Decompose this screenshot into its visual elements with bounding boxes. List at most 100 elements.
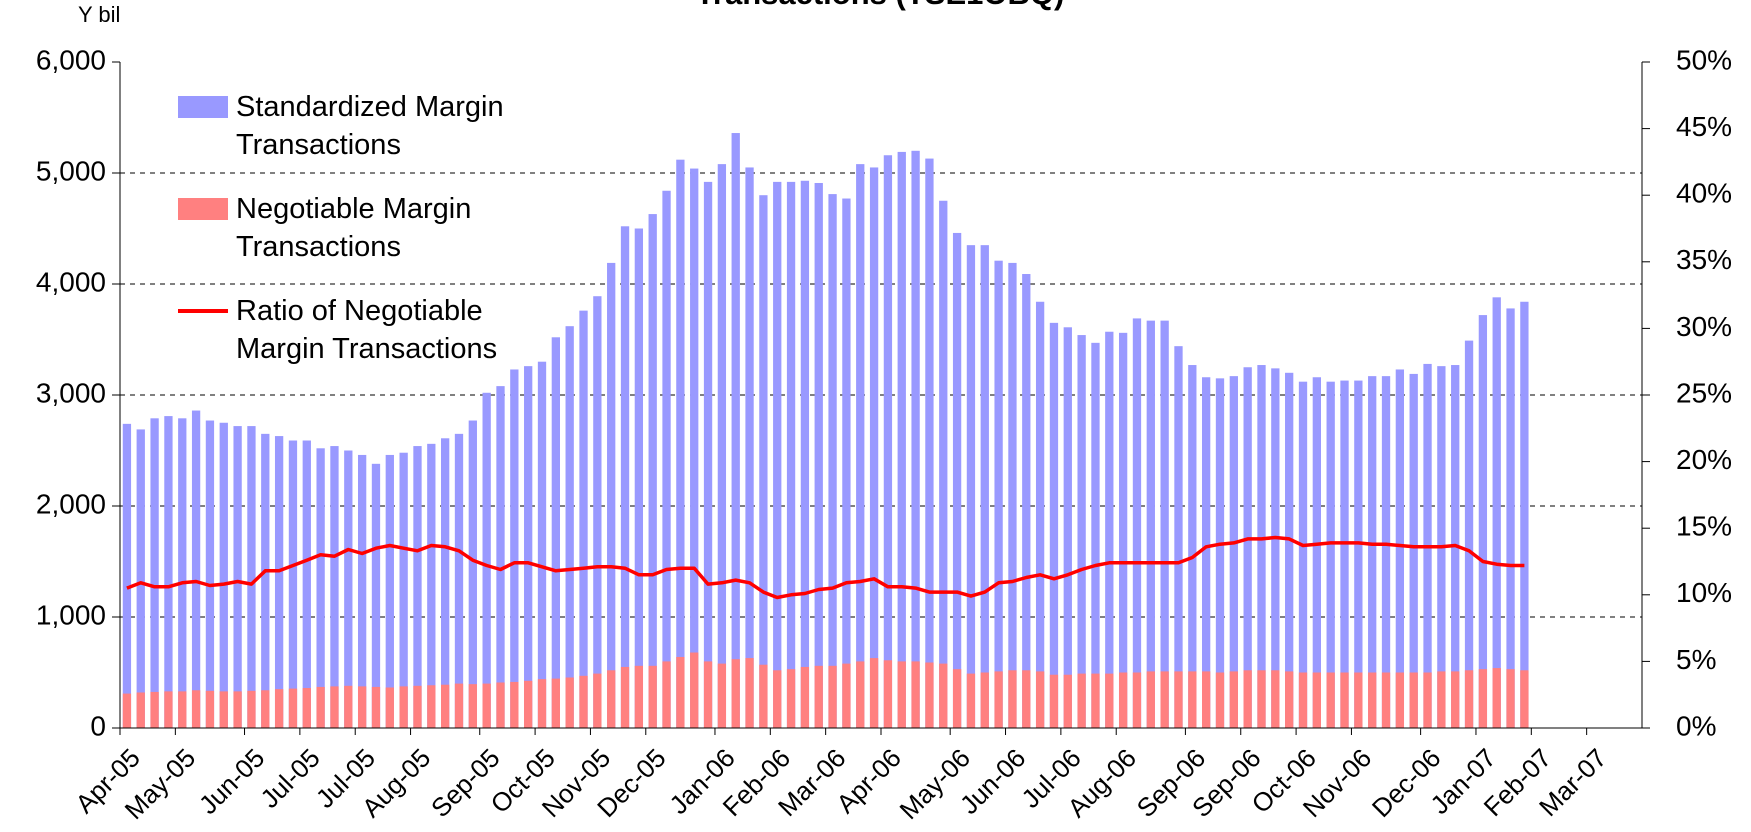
legend-label: Standardized Margin Transactions <box>236 91 504 161</box>
bar <box>1326 672 1335 728</box>
bar <box>302 440 311 728</box>
bar <box>385 454 394 728</box>
y-tick-label: 6,000 <box>36 44 106 75</box>
bar <box>1105 331 1114 728</box>
bar <box>357 686 367 728</box>
bar <box>219 422 228 728</box>
bar <box>925 662 934 728</box>
bar <box>178 418 187 728</box>
bar <box>1257 670 1266 728</box>
bar <box>1492 297 1501 728</box>
bar <box>814 182 823 729</box>
bar <box>537 361 547 728</box>
legend-item: Standardized Margin Transactions <box>178 88 548 164</box>
bar <box>1215 672 1225 728</box>
bar <box>1340 672 1349 728</box>
y2-tick-label: 30% <box>1676 311 1732 342</box>
bar <box>551 678 560 728</box>
bar <box>828 194 837 729</box>
bar <box>980 245 989 728</box>
bar <box>330 446 339 728</box>
bar <box>468 420 477 728</box>
legend-label: Negotiable Margin Transactions <box>236 193 472 263</box>
bar <box>994 671 1003 728</box>
bar <box>510 681 519 728</box>
bar <box>330 686 339 728</box>
bar <box>952 232 962 728</box>
bar <box>150 418 159 728</box>
bar <box>648 665 657 728</box>
x-tick-label: May-06 <box>893 743 976 826</box>
bar <box>191 410 201 728</box>
bar <box>856 164 865 728</box>
y2-tick-label: 40% <box>1676 178 1732 209</box>
bar <box>897 661 906 728</box>
bar <box>1464 340 1474 728</box>
bar <box>413 685 422 728</box>
y2-tick-label: 0% <box>1676 710 1716 741</box>
bar <box>288 440 298 728</box>
bar <box>662 661 671 728</box>
bar <box>150 691 159 728</box>
bar <box>828 665 837 728</box>
bar <box>1312 672 1321 728</box>
bar <box>1174 671 1183 728</box>
bar <box>1381 376 1391 728</box>
bar <box>786 669 796 728</box>
bar <box>1022 670 1031 728</box>
bar <box>1340 380 1349 728</box>
bar <box>1271 368 1280 728</box>
y2-tick-label: 20% <box>1676 444 1732 475</box>
bar <box>1118 672 1128 728</box>
bar <box>482 683 491 728</box>
bar <box>703 661 713 728</box>
ratio-line <box>126 535 1525 600</box>
bar <box>1368 672 1377 728</box>
bar <box>676 159 685 728</box>
bar <box>1285 372 1294 728</box>
y2-tick-label: 35% <box>1676 244 1732 275</box>
bar <box>454 433 464 728</box>
bar <box>1132 318 1142 728</box>
bar <box>869 658 879 728</box>
bar <box>939 200 948 728</box>
y2-tick-label: 5% <box>1676 644 1716 675</box>
bar <box>1118 332 1128 728</box>
bar <box>316 686 325 728</box>
bar <box>800 180 810 728</box>
bar <box>288 688 298 728</box>
bar <box>1091 673 1100 728</box>
y-tick-label: 4,000 <box>36 266 106 297</box>
bar <box>1312 377 1321 728</box>
bar <box>759 195 768 728</box>
bar <box>524 366 533 728</box>
bar <box>1202 377 1211 728</box>
bar <box>1437 671 1446 728</box>
bar <box>1146 671 1155 728</box>
bar <box>247 690 256 728</box>
bar <box>399 452 408 728</box>
bar <box>1008 262 1017 728</box>
bar <box>1188 671 1197 728</box>
x-tick-label: Jul-05 <box>254 743 325 814</box>
bar <box>690 168 699 728</box>
bar <box>136 692 145 728</box>
bar <box>1478 315 1488 728</box>
y2-tick-label: 15% <box>1676 511 1732 542</box>
y-axis-label: Y bil <box>78 2 120 27</box>
bar <box>690 652 699 728</box>
bar <box>274 689 284 728</box>
y-tick-label: 0 <box>90 710 106 741</box>
bar <box>620 226 630 728</box>
bar <box>745 167 754 728</box>
bar <box>883 155 893 729</box>
bar <box>1298 672 1308 728</box>
bar <box>274 436 284 728</box>
bar <box>565 326 574 728</box>
y-tick-label: 2,000 <box>36 488 106 519</box>
bar <box>261 433 270 728</box>
bar <box>496 386 505 728</box>
x-tick-label: Sep-05 <box>425 743 505 823</box>
